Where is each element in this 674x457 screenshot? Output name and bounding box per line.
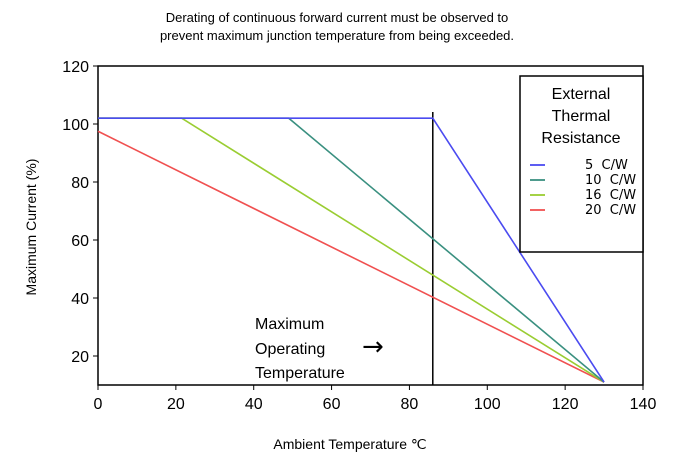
x-tick-label: 100 xyxy=(474,396,501,413)
plot-area: 0 20 40 60 80 100 120 140 20 40 60 80 100 120 xyxy=(62,59,656,413)
x-axis-label: Ambient Temperature ℃ xyxy=(273,436,426,452)
legend-title-line-1: External xyxy=(552,86,611,103)
x-tick-label: 40 xyxy=(245,396,263,413)
annotation-line-temperature: Temperature xyxy=(255,365,345,382)
legend-entry-label: 20 C/W xyxy=(585,203,636,218)
series-line-1 xyxy=(98,117,605,383)
legend-entry-label: 10 C/W xyxy=(585,173,636,188)
arrow-icon: → xyxy=(362,332,384,362)
legend-box xyxy=(519,75,644,253)
x-tick-label: 60 xyxy=(323,396,341,413)
y-tick-label: 60 xyxy=(71,233,89,250)
chart-title-line-1: Derating of continuous forward current m… xyxy=(166,10,509,25)
legend-title-line-2: Thermal xyxy=(552,108,611,125)
y-tick-label: 100 xyxy=(62,117,89,134)
x-tick-label: 80 xyxy=(401,396,419,413)
x-tick-label: 20 xyxy=(167,396,185,413)
legend: External Thermal Resistance 5 C/W10 C/W1… xyxy=(519,75,644,253)
x-tick-label: 0 xyxy=(94,396,103,413)
max-operating-temp-annotation: Maximum Operating Temperature → xyxy=(255,316,384,382)
legend-title-line-3: Resistance xyxy=(541,130,620,147)
annotation-line-maximum: Maximum xyxy=(255,316,324,333)
y-axis-label: Maximum Current (%) xyxy=(23,159,39,296)
y-tick-label: 40 xyxy=(71,291,89,308)
y-tick-label: 120 xyxy=(62,59,89,76)
y-tick-label: 80 xyxy=(71,175,89,192)
y-tick-label: 20 xyxy=(71,349,89,366)
chart-title-line-2: prevent maximum junction temperature fro… xyxy=(160,28,514,43)
x-tick-label: 140 xyxy=(630,396,657,413)
x-tick-label: 120 xyxy=(552,396,579,413)
legend-entry-label: 5 C/W xyxy=(585,158,628,173)
legend-entry-label: 16 C/W xyxy=(585,188,636,203)
series-line-4 xyxy=(97,130,605,383)
annotation-line-operating: Operating xyxy=(255,341,325,358)
